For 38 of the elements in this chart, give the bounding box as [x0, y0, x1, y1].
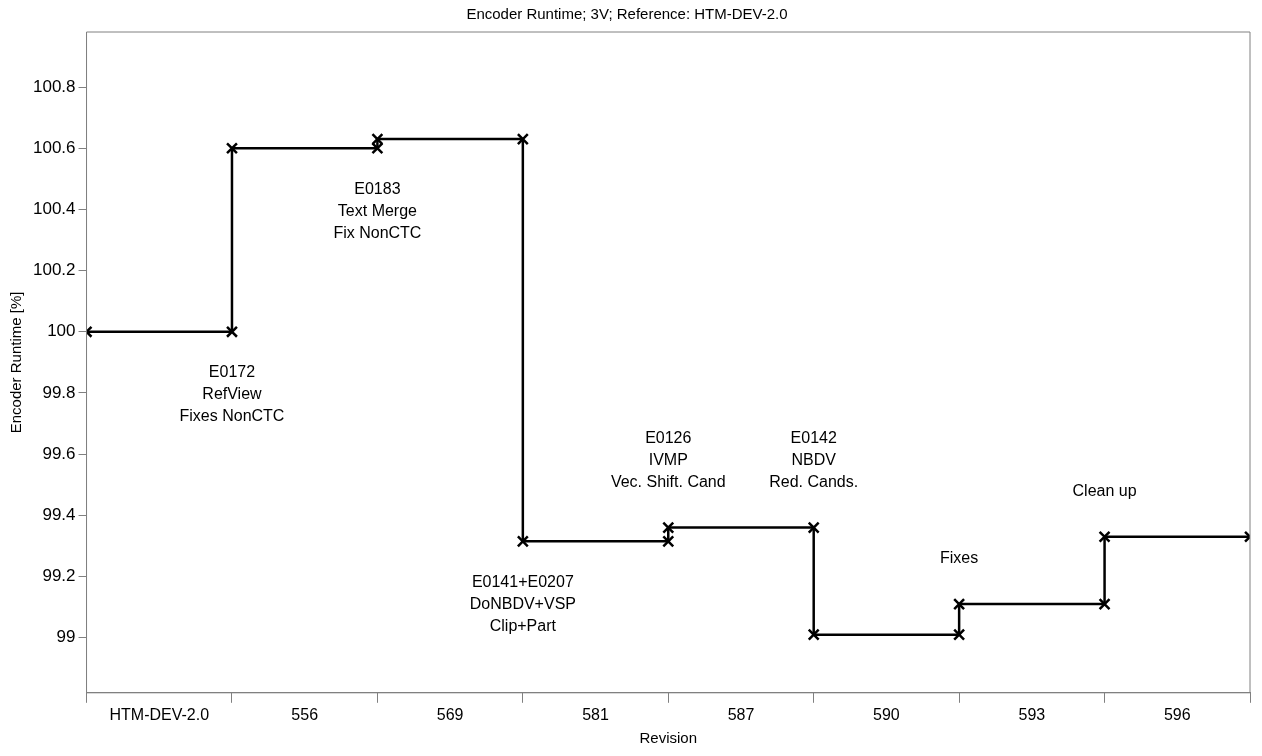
chart-title: Encoder Runtime; 3V; Reference: HTM-DEV-2.0 [466, 5, 788, 23]
point [1098, 597, 1111, 611]
x-tick-label: 569 [436, 705, 464, 723]
point [952, 628, 966, 641]
x-axis-title: Revision [639, 729, 698, 747]
y-tick-label: 100 [47, 321, 76, 341]
x-tick-label: 587 [727, 705, 755, 723]
point [225, 325, 239, 339]
y-tick-label: 100.4 [32, 199, 76, 219]
x-tick-label: 581 [582, 705, 609, 723]
point [807, 628, 820, 641]
point [952, 597, 966, 611]
point [516, 535, 530, 548]
y-axis-title: Encoder Runtime [%] [7, 291, 25, 434]
y-tick-label: 99.2 [42, 566, 76, 586]
y-tick-label: 99.8 [42, 382, 76, 402]
point [516, 132, 530, 146]
annotation: E0126 IVMP Vec. Shift. Cand [610, 429, 726, 491]
y-tick-label: 100.2 [32, 260, 76, 280]
point [225, 142, 239, 155]
y-tick-label: 99.4 [42, 505, 76, 525]
x-tick-label: HTM-DEV-2.0 [109, 705, 210, 723]
x-tick-label: 593 [1018, 705, 1046, 723]
annotation: Clean up [1072, 482, 1137, 500]
annotation: E0141+E0207 DoNBDV+VSP Clip+Part [469, 572, 576, 634]
annotation: E0142 NBDV Red. Cands. [769, 429, 859, 491]
x-tick-label: 556 [291, 705, 319, 723]
point [1098, 530, 1111, 543]
y-tick-label: 99 [56, 627, 76, 647]
x-tick-label: 590 [873, 705, 900, 723]
annotation: Fixes [940, 549, 979, 567]
annotation: E0172 RefView Fixes NonCTC [179, 363, 285, 425]
x-tick-label: 596 [1163, 705, 1191, 723]
y-tick-label: 99.6 [42, 443, 76, 463]
y-tick-label: 100.6 [32, 137, 76, 157]
y-tick-label: 100.8 [32, 76, 76, 96]
annotation: E0183 Text Merge Fix NonCTC [333, 179, 422, 241]
point [807, 521, 820, 534]
